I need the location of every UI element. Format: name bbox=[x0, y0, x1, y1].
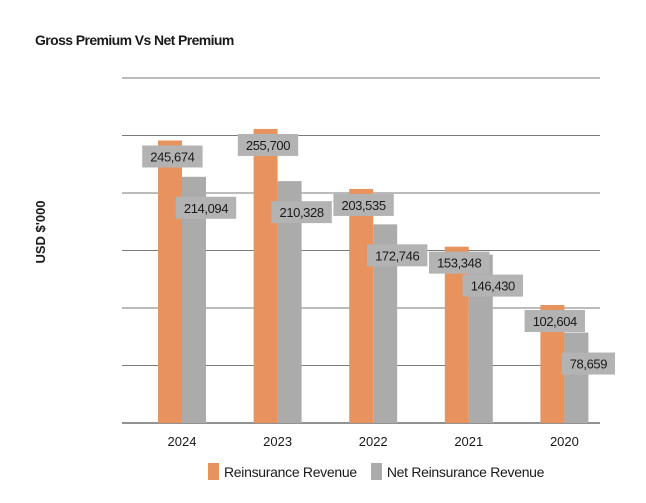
legend-label: Net Reinsurance Revenue bbox=[386, 463, 545, 480]
data-label-box bbox=[175, 196, 237, 219]
data-labels: 245,674 214,094 255,700 210,328 203,535 172,7… bbox=[142, 133, 615, 375]
data-label: 78,659 bbox=[570, 357, 608, 372]
bar-reinsurance-revenue bbox=[349, 188, 374, 423]
chart-title: Gross Premium Vs Net Premium bbox=[35, 32, 234, 48]
legend-swatch bbox=[208, 463, 219, 480]
legend-item-reinsurance-revenue: Reinsurance Revenue bbox=[208, 463, 357, 480]
data-label: 210,328 bbox=[279, 205, 323, 220]
data-label-box bbox=[271, 201, 332, 224]
data-label-box bbox=[333, 193, 394, 216]
data-label-box bbox=[367, 244, 428, 267]
data-label-box bbox=[237, 133, 299, 156]
data-label: 102,604 bbox=[533, 314, 577, 329]
data-label: 203,535 bbox=[341, 198, 385, 213]
x-tick-labels: 2024 2023 2022 2021 2020 bbox=[168, 434, 579, 449]
data-label: 153,348 bbox=[437, 256, 481, 271]
x-tick-label: 2021 bbox=[454, 434, 483, 449]
x-tick-label: 2024 bbox=[168, 434, 197, 449]
data-label-box bbox=[429, 251, 490, 274]
bar-reinsurance-revenue bbox=[253, 128, 278, 423]
legend-item-net-reinsurance-revenue: Net Reinsurance Revenue bbox=[370, 463, 545, 480]
legend: Reinsurance Revenue Net Reinsurance Reve… bbox=[208, 463, 558, 480]
data-label-box bbox=[142, 145, 203, 168]
x-tick-label: 2022 bbox=[359, 434, 388, 449]
legend-swatch bbox=[370, 463, 382, 480]
data-label: 255,700 bbox=[246, 138, 290, 153]
data-label: 172,746 bbox=[375, 248, 419, 263]
data-label-box bbox=[524, 310, 585, 333]
y-axis-label: USD $'000 bbox=[33, 200, 48, 263]
bar-reinsurance-revenue bbox=[158, 140, 182, 423]
bar-net-reinsurance-revenue bbox=[564, 332, 589, 423]
bars bbox=[158, 128, 589, 423]
data-label-box bbox=[561, 352, 615, 375]
x-tick-label: 2023 bbox=[263, 434, 292, 449]
legend-label: Reinsurance Revenue bbox=[224, 463, 357, 480]
data-label-box bbox=[462, 274, 523, 297]
data-label: 146,430 bbox=[471, 279, 515, 294]
data-label: 245,674 bbox=[150, 149, 194, 164]
data-label: 214,094 bbox=[184, 201, 228, 216]
x-tick-label: 2020 bbox=[550, 434, 579, 449]
